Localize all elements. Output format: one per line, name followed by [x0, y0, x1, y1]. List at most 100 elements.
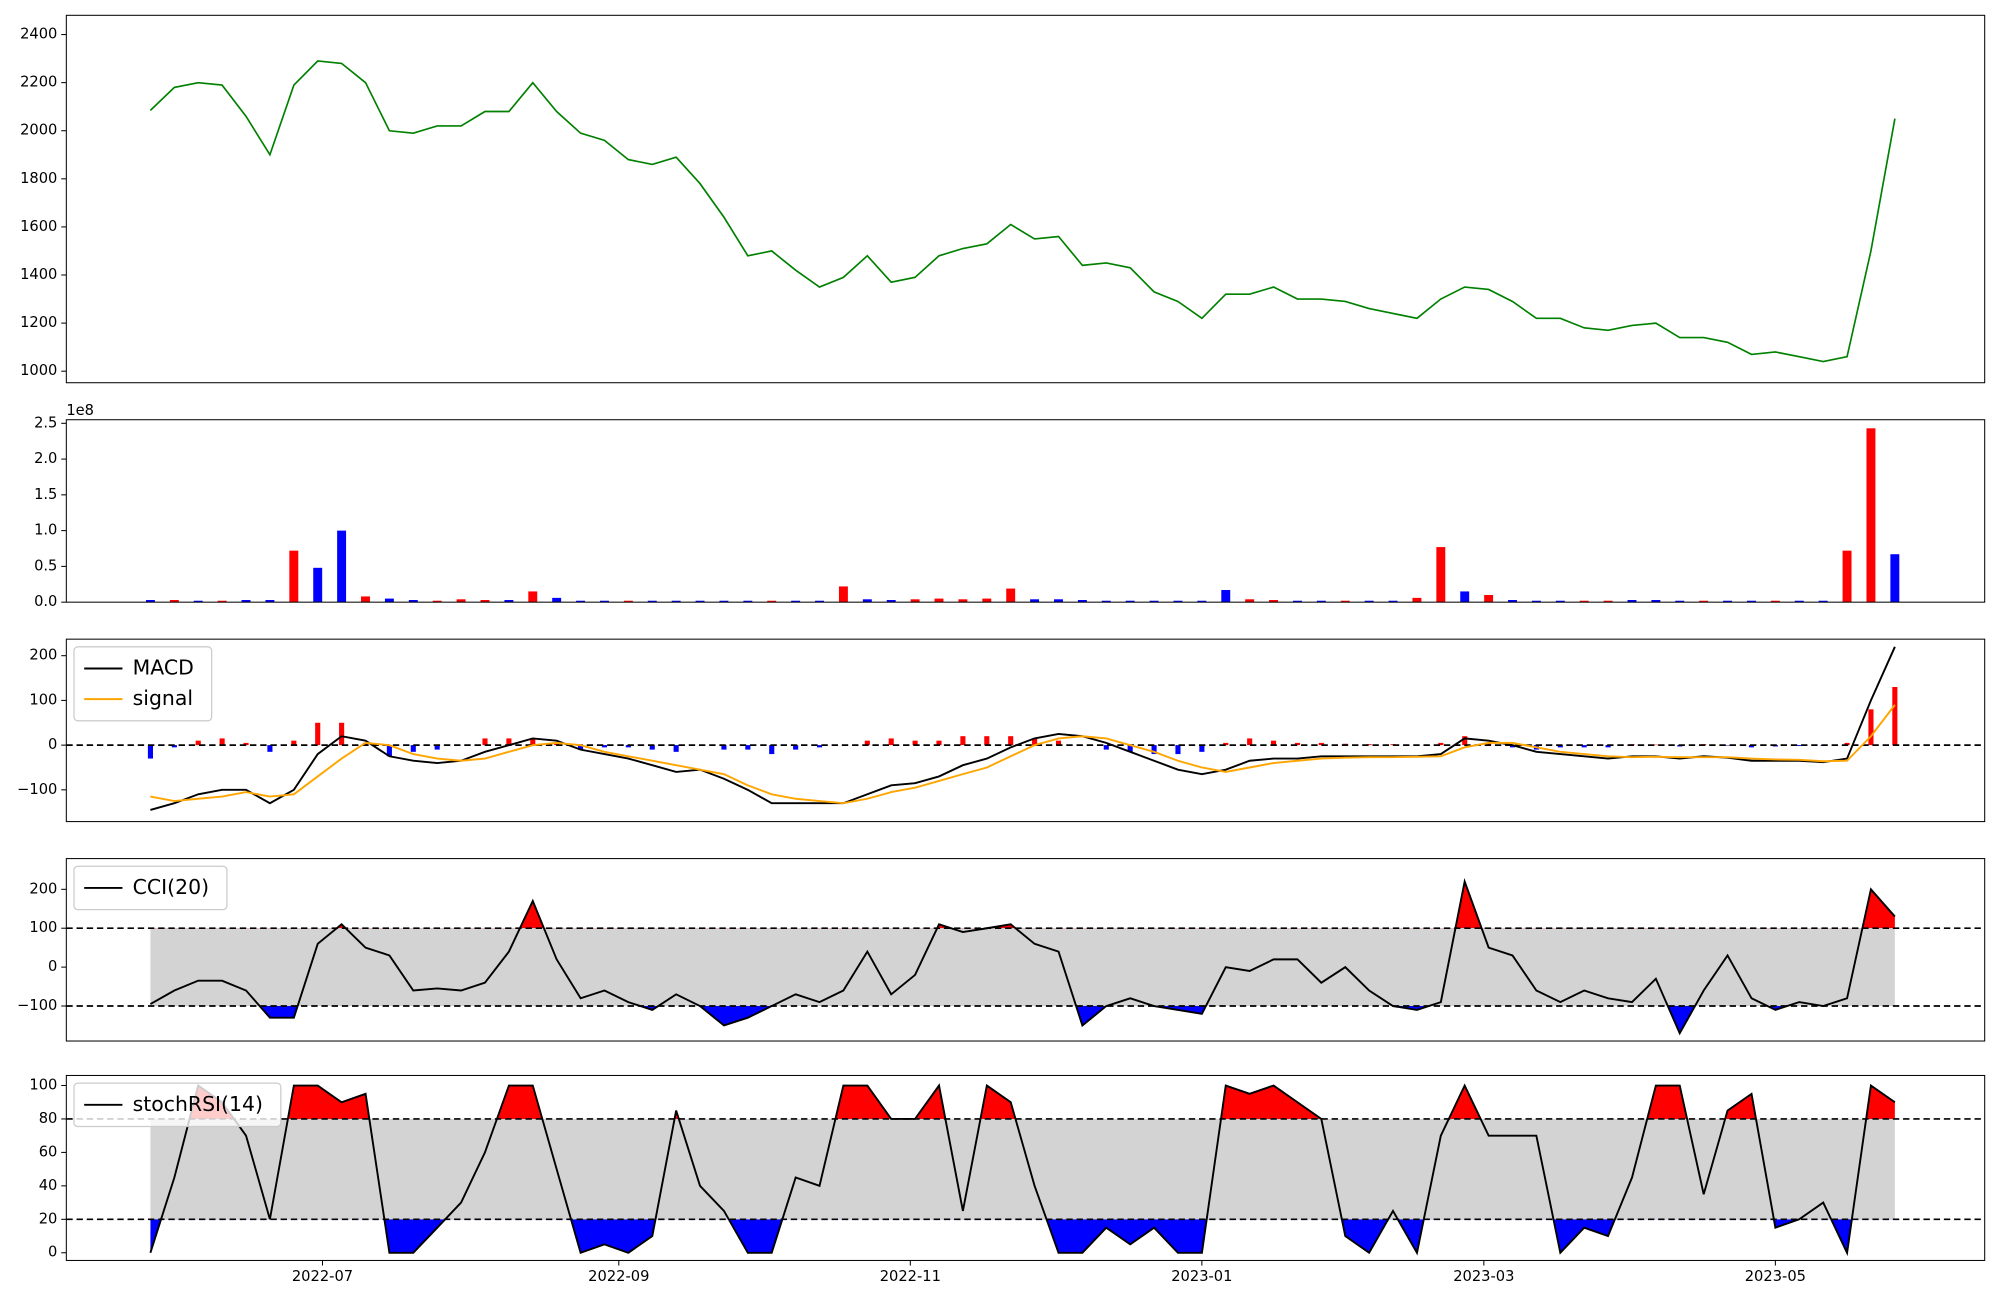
volume-bar	[1460, 591, 1470, 603]
y-tick-label: 1200	[20, 314, 57, 331]
volume-bar	[1555, 600, 1565, 603]
histogram-bar	[673, 745, 679, 752]
volume-bar	[289, 550, 299, 603]
volume-bar	[552, 597, 562, 603]
y-tick-label: 2400	[20, 26, 57, 43]
histogram-bar	[1366, 744, 1372, 746]
y-tick-label: 100	[29, 691, 57, 708]
volume-bar	[1221, 589, 1231, 603]
histogram-bar	[1844, 742, 1850, 746]
histogram-bar	[243, 742, 249, 746]
histogram-bar	[745, 745, 751, 750]
histogram-bar	[912, 740, 918, 746]
volume-bar	[1579, 600, 1589, 603]
volume-bar	[1364, 600, 1374, 603]
volume-bar	[1292, 600, 1302, 603]
histogram-bar	[1294, 742, 1300, 746]
volume-bar	[862, 599, 872, 603]
volume-bar	[982, 598, 992, 603]
volume-bar	[1149, 600, 1159, 603]
volume-bar	[815, 600, 824, 603]
y-tick-label: 0.5	[34, 557, 57, 574]
volume-bar	[1388, 600, 1398, 603]
x-tick-label: 2023-01	[1171, 1268, 1232, 1285]
histogram-bar	[291, 740, 297, 746]
volume-bar	[1747, 600, 1756, 603]
y-tick-label: 1.5	[34, 486, 57, 503]
histogram-bar	[482, 738, 488, 746]
volume-bar	[671, 600, 681, 603]
volume-bar	[241, 600, 251, 603]
histogram-bar	[315, 722, 321, 746]
volume-bar	[1699, 600, 1709, 603]
volume-bar	[1770, 600, 1780, 603]
volume-bar	[1197, 600, 1207, 603]
volume-bar	[1006, 588, 1016, 603]
y-tick-label: 1800	[20, 170, 57, 187]
histogram-bar	[601, 745, 608, 748]
volume-bar	[217, 600, 227, 603]
neutral-band	[150, 1118, 1895, 1220]
histogram-bar	[1127, 745, 1133, 752]
y-tick-label: 2.5	[34, 414, 57, 431]
histogram-bar	[195, 740, 201, 746]
volume-bar	[361, 596, 370, 603]
volume-bar	[1794, 600, 1804, 603]
legend-box	[73, 646, 213, 722]
histogram-bar	[1462, 736, 1468, 746]
histogram-bar	[1748, 745, 1755, 748]
legend-box	[73, 1082, 282, 1128]
volume-bar	[456, 599, 466, 603]
axes-frame	[65, 14, 1986, 384]
histogram-bar	[793, 745, 799, 750]
histogram-bar	[1892, 687, 1898, 746]
y-tick-label: 1.0	[34, 522, 57, 539]
histogram-bar	[1605, 745, 1611, 748]
y-tick-label: 2000	[20, 122, 57, 139]
volume-bar	[1412, 597, 1422, 603]
volume-bar	[1030, 599, 1040, 603]
y-tick-label: 1000	[20, 362, 57, 379]
histogram-bar	[1247, 738, 1253, 746]
volume-bar	[767, 600, 777, 603]
histogram-bar	[434, 745, 440, 750]
x-tick-label: 2022-09	[588, 1268, 649, 1285]
histogram-bar	[625, 745, 631, 748]
oversold-fill	[150, 1219, 1895, 1253]
histogram-bar	[888, 738, 894, 746]
y-tick-label: 200	[29, 647, 57, 664]
neutral-band	[150, 928, 1895, 1007]
legend-text: stochRSI(14)	[133, 1092, 263, 1116]
axes-frame	[65, 1074, 1986, 1261]
y-tick-label: 2.0	[34, 450, 57, 467]
histogram-bar	[219, 738, 225, 746]
axes-frame	[65, 638, 1986, 823]
volume-bar	[313, 567, 323, 603]
volume-bar	[1651, 600, 1661, 603]
histogram-bar	[721, 745, 727, 750]
histogram-bar	[578, 745, 584, 750]
histogram-bar	[386, 745, 392, 757]
volume-bar	[432, 600, 442, 603]
volume-bar	[1245, 599, 1255, 603]
volume-bar	[576, 600, 586, 603]
volume-bar	[1316, 600, 1326, 603]
volume-bar	[838, 586, 848, 603]
volume-bar	[1054, 599, 1063, 603]
histogram-bar	[960, 736, 966, 746]
volume-bar	[1818, 600, 1828, 603]
volume-bar	[1723, 600, 1733, 603]
histogram-bar	[1199, 745, 1205, 752]
histogram-bar	[1557, 745, 1563, 748]
volume-bar	[1340, 600, 1350, 603]
volume-bar	[719, 600, 729, 603]
histogram-bar	[1438, 742, 1444, 746]
series-line	[150, 704, 1896, 805]
y-tick-label: 1400	[20, 266, 57, 283]
volume-bar	[1890, 554, 1900, 603]
legend-text: signal	[133, 686, 193, 710]
histogram-bar	[1151, 745, 1157, 755]
volume-bar	[1484, 595, 1494, 603]
histogram-bar	[1223, 742, 1229, 746]
y-tick-label: 60	[39, 1143, 58, 1160]
